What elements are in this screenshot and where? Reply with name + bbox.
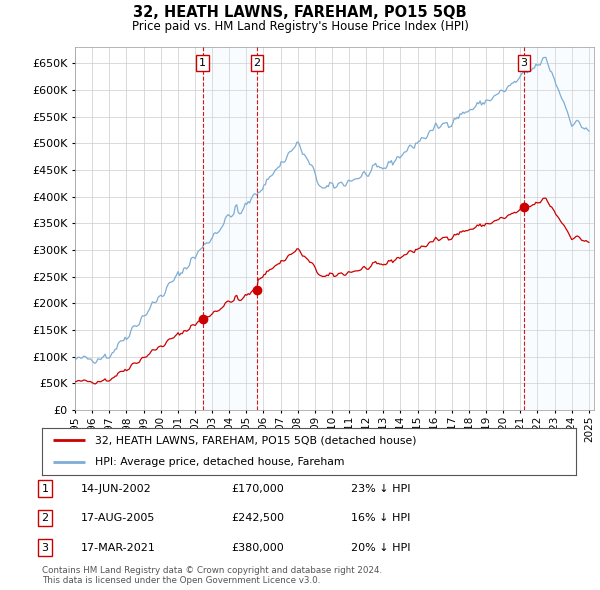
Text: £380,000: £380,000 — [231, 543, 284, 552]
Text: 2: 2 — [41, 513, 49, 523]
Text: £242,500: £242,500 — [231, 513, 284, 523]
Text: 3: 3 — [520, 58, 527, 68]
Text: £170,000: £170,000 — [231, 484, 284, 493]
Text: 32, HEATH LAWNS, FAREHAM, PO15 5QB (detached house): 32, HEATH LAWNS, FAREHAM, PO15 5QB (deta… — [95, 435, 417, 445]
Text: 23% ↓ HPI: 23% ↓ HPI — [351, 484, 410, 493]
Bar — [524, 47, 594, 410]
Text: 1: 1 — [41, 484, 49, 493]
Text: 3: 3 — [41, 543, 49, 552]
Text: Contains HM Land Registry data © Crown copyright and database right 2024.
This d: Contains HM Land Registry data © Crown c… — [42, 566, 382, 585]
Text: 17-MAR-2021: 17-MAR-2021 — [81, 543, 156, 552]
Bar — [203, 47, 257, 410]
Text: 2: 2 — [253, 58, 260, 68]
Text: 20% ↓ HPI: 20% ↓ HPI — [351, 543, 410, 552]
Text: 32, HEATH LAWNS, FAREHAM, PO15 5QB: 32, HEATH LAWNS, FAREHAM, PO15 5QB — [133, 5, 467, 19]
Text: HPI: Average price, detached house, Fareham: HPI: Average price, detached house, Fare… — [95, 457, 345, 467]
Text: 1: 1 — [199, 58, 206, 68]
Text: 16% ↓ HPI: 16% ↓ HPI — [351, 513, 410, 523]
Text: 17-AUG-2005: 17-AUG-2005 — [81, 513, 155, 523]
Text: Price paid vs. HM Land Registry's House Price Index (HPI): Price paid vs. HM Land Registry's House … — [131, 20, 469, 33]
Text: 14-JUN-2002: 14-JUN-2002 — [81, 484, 152, 493]
